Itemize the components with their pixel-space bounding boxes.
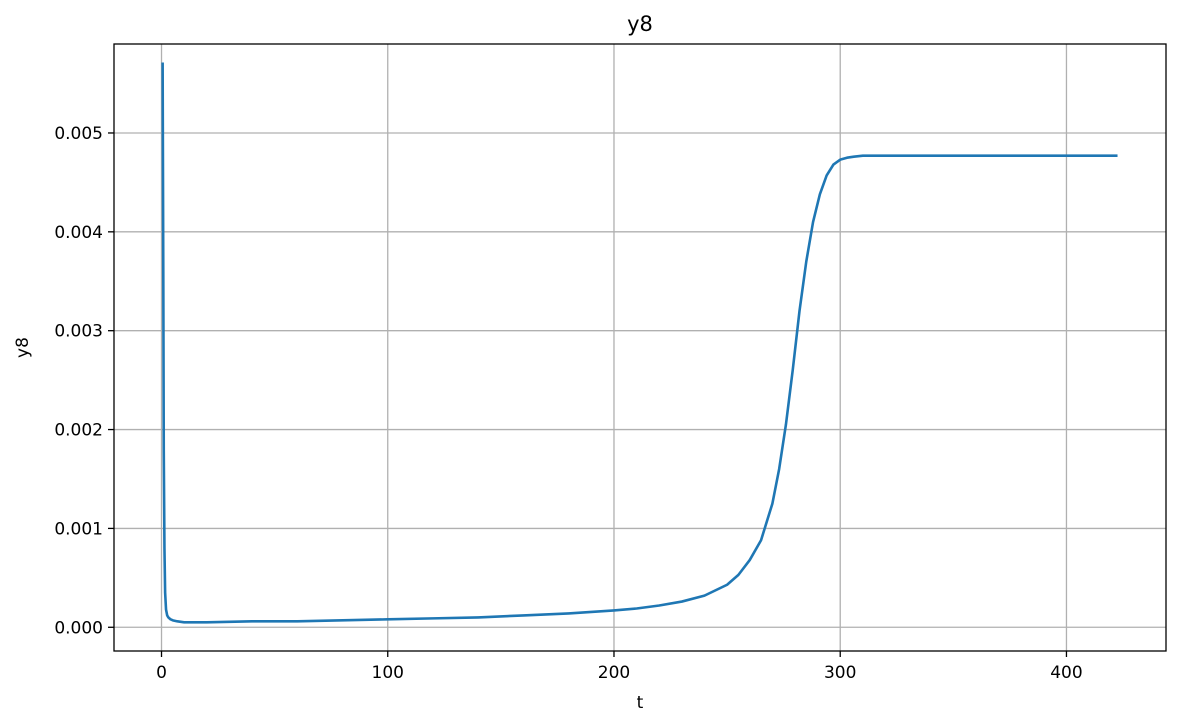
x-tick-label: 200 bbox=[598, 663, 630, 683]
x-tick-label: 0 bbox=[156, 663, 167, 683]
y-axis-label: y8 bbox=[13, 337, 33, 358]
series-layer bbox=[161, 62, 1118, 624]
plot-frame bbox=[113, 43, 1167, 652]
x-tick-label: 100 bbox=[372, 663, 404, 683]
y-tick-label: 0.002 bbox=[54, 421, 103, 441]
chart-title: y8 bbox=[627, 12, 653, 36]
x-tick-label: 300 bbox=[824, 663, 856, 683]
ticks: 0 100 200 300 400 0.000 0.001 0.002 0.003 0.004 0.… bbox=[54, 124, 1082, 683]
y-tick-label: 0.004 bbox=[54, 223, 103, 243]
y-tick-label: 0.000 bbox=[54, 618, 103, 638]
y-tick-label: 0.005 bbox=[54, 124, 103, 144]
x-tick-label: 400 bbox=[1050, 663, 1082, 683]
y-tick-label: 0.003 bbox=[54, 322, 103, 342]
series-line bbox=[161, 62, 1118, 624]
grid bbox=[114, 44, 1166, 651]
y-tick-label: 0.001 bbox=[54, 519, 103, 539]
x-axis-label: t bbox=[637, 693, 644, 711]
